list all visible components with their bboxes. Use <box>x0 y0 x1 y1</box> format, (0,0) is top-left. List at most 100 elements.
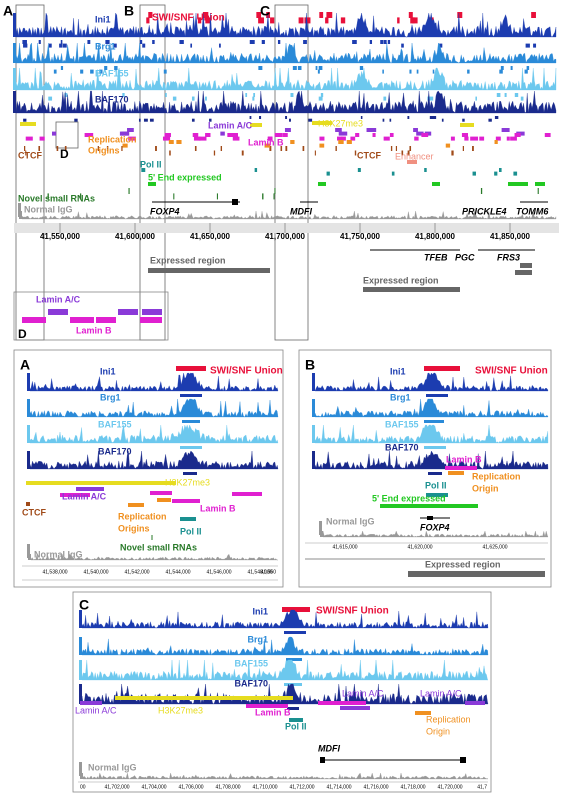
signal-track <box>314 398 549 418</box>
feature-bar <box>274 188 276 194</box>
feature-bar <box>192 133 199 137</box>
feature-bar <box>252 96 255 101</box>
feature-bar <box>162 136 171 141</box>
feature-bar <box>282 607 310 612</box>
label: Ini1 <box>252 606 268 616</box>
signal-track <box>314 424 549 444</box>
feature-bar <box>421 133 429 137</box>
feature-bar <box>319 136 325 141</box>
feature-bar <box>205 17 211 24</box>
feature-bar <box>359 66 364 70</box>
feature-bar <box>26 481 176 485</box>
feature-bar <box>202 12 209 18</box>
label: MDFI <box>318 743 340 753</box>
label: SWI/SNF Union <box>316 606 389 617</box>
feature-bar <box>264 143 271 148</box>
feature-bar <box>23 118 27 122</box>
label: BAF170 <box>234 678 268 688</box>
feature-bar <box>479 136 485 141</box>
signal-track <box>29 372 279 392</box>
track-marker <box>79 762 82 776</box>
feature-bar <box>495 136 501 141</box>
feature-bar <box>48 43 52 48</box>
feature-bar <box>432 69 435 74</box>
feature-bar <box>64 146 67 151</box>
feature-bar <box>470 136 479 141</box>
label: Lamin A/C <box>36 294 81 304</box>
label: Pol II <box>285 721 307 731</box>
feature-bar <box>340 17 346 24</box>
label: Lamin A/C <box>75 705 117 715</box>
label: 41,615,000 <box>332 544 357 550</box>
feature-bar <box>415 711 431 715</box>
feature-bar <box>280 146 283 151</box>
feature-bar <box>287 707 299 710</box>
feature-bar <box>269 146 272 151</box>
feature-bar <box>146 17 150 24</box>
feature-bar <box>197 17 202 24</box>
feature-bar <box>514 93 519 97</box>
gene-exon <box>232 199 238 205</box>
feature-bar <box>277 40 281 44</box>
feature-bar <box>524 69 528 74</box>
feature-bar <box>424 446 446 449</box>
label: C <box>79 597 89 613</box>
signal-track <box>30 553 278 561</box>
feature-bar <box>20 122 36 126</box>
feature-bar <box>53 69 57 74</box>
feature-bar <box>262 193 264 200</box>
label: Normal IgG <box>88 762 137 772</box>
feature-bar <box>149 118 154 122</box>
feature-bar <box>412 17 418 24</box>
label: D <box>60 147 69 161</box>
feature-bar <box>352 40 357 44</box>
label: B <box>124 3 134 19</box>
label: 41,600,000 <box>115 232 156 241</box>
track-marker <box>79 660 82 680</box>
label: BAF155 <box>95 68 129 78</box>
feature-bar <box>285 146 288 151</box>
feature-bar <box>122 93 125 97</box>
feature-bar <box>106 146 109 151</box>
track-marker <box>27 425 30 443</box>
track-marker <box>27 451 30 469</box>
feature-bar <box>499 69 503 74</box>
feature-bar <box>114 66 118 70</box>
feature-bar <box>250 123 262 127</box>
feature-bar <box>104 66 108 70</box>
signal-track <box>314 372 549 392</box>
track-marker <box>19 211 22 219</box>
feature-bar <box>180 517 196 521</box>
feature-bar <box>472 171 476 176</box>
feature-bar <box>369 40 373 44</box>
signal-track <box>15 12 557 38</box>
label: Normal IgG <box>24 204 73 214</box>
feature-bar <box>115 696 293 700</box>
feature-bar <box>165 93 167 97</box>
track-marker <box>27 373 30 391</box>
panel-c-box <box>72 591 492 793</box>
feature-bar <box>80 701 102 705</box>
feature-bar <box>122 143 128 148</box>
feature-bar <box>273 193 275 200</box>
region-box-c <box>274 4 309 341</box>
track-marker <box>13 91 16 113</box>
label: H3K27me3 <box>318 118 363 128</box>
feature-bar <box>56 146 59 151</box>
feature-bar <box>290 140 295 144</box>
track-marker <box>79 637 82 655</box>
feature-bar <box>22 40 27 44</box>
feature-bar <box>38 40 41 44</box>
feature-bar <box>128 136 136 141</box>
feature-bar <box>457 12 463 18</box>
feature-bar <box>176 140 182 144</box>
feature-bar <box>500 66 504 70</box>
label: Lamin B <box>76 325 112 335</box>
signal-track <box>29 450 279 470</box>
label: CTCF <box>357 150 381 160</box>
feature-bar <box>216 193 218 200</box>
label: CTCF <box>18 150 42 160</box>
feature-bar <box>254 168 258 172</box>
feature-bar <box>494 140 498 144</box>
feature-bar <box>84 133 90 137</box>
